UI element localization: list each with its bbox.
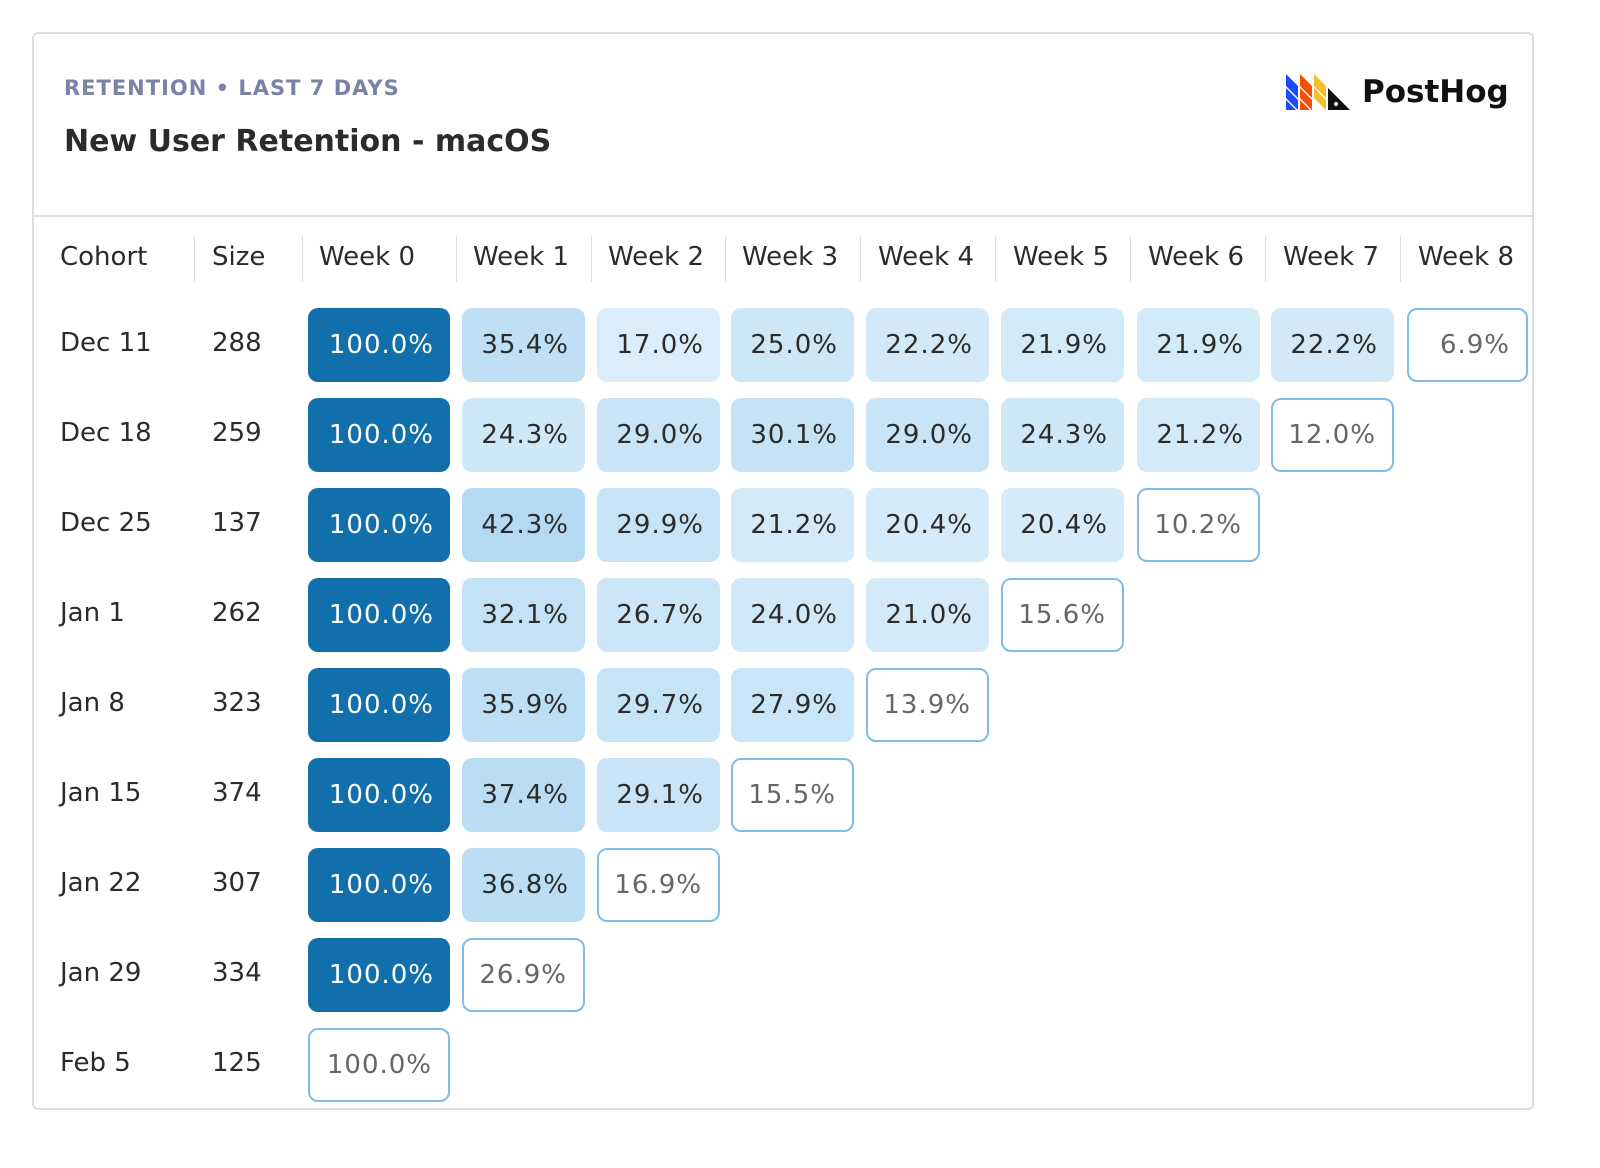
- retention-cell[interactable]: 6.9%: [1407, 308, 1528, 382]
- retention-cell[interactable]: 16.9%: [597, 848, 720, 922]
- column-separator: [1400, 236, 1401, 282]
- retention-cell[interactable]: 21.9%: [1137, 308, 1260, 382]
- cohort-size: 334: [212, 958, 262, 988]
- retention-cell[interactable]: 20.4%: [1001, 488, 1124, 562]
- column-separator: [302, 236, 303, 282]
- retention-cell[interactable]: 100.0%: [308, 848, 450, 922]
- cohort-label: Dec 11: [60, 328, 152, 358]
- cohort-size: 262: [212, 598, 262, 628]
- column-header-week-7: Week 7: [1283, 242, 1380, 272]
- retention-cell[interactable]: 36.8%: [462, 848, 585, 922]
- cohort-label: Jan 22: [60, 868, 142, 898]
- column-header-week-2: Week 2: [608, 242, 705, 272]
- retention-cell[interactable]: 22.2%: [866, 308, 989, 382]
- retention-cell[interactable]: 100.0%: [308, 398, 450, 472]
- retention-cell[interactable]: 32.1%: [462, 578, 585, 652]
- retention-cell[interactable]: 100.0%: [308, 1028, 450, 1102]
- retention-cell[interactable]: 100.0%: [308, 668, 450, 742]
- posthog-hedgehog-icon: [1286, 74, 1350, 110]
- retention-cell[interactable]: 24.3%: [462, 398, 585, 472]
- retention-cell[interactable]: 100.0%: [308, 758, 450, 832]
- retention-cell[interactable]: 15.6%: [1001, 578, 1124, 652]
- cohort-label: Jan 15: [60, 778, 142, 808]
- insight-title: New User Retention - macOS: [64, 124, 552, 159]
- column-separator: [194, 236, 195, 282]
- cohort-label: Dec 18: [60, 418, 152, 448]
- retention-cell[interactable]: 21.0%: [866, 578, 989, 652]
- retention-cell[interactable]: 21.9%: [1001, 308, 1124, 382]
- column-separator: [725, 236, 726, 282]
- retention-cell[interactable]: 100.0%: [308, 308, 450, 382]
- column-header-week-5: Week 5: [1013, 242, 1110, 272]
- column-header-week-8: Week 8: [1418, 242, 1515, 272]
- column-header-week-0: Week 0: [319, 242, 416, 272]
- retention-cell[interactable]: 24.3%: [1001, 398, 1124, 472]
- retention-cell[interactable]: 17.0%: [597, 308, 720, 382]
- cohort-size: 307: [212, 868, 262, 898]
- retention-cell[interactable]: 100.0%: [308, 488, 450, 562]
- cohort-label: Jan 8: [60, 688, 125, 718]
- retention-cell[interactable]: 13.9%: [866, 668, 989, 742]
- cohort-size: 323: [212, 688, 262, 718]
- retention-cell[interactable]: 29.1%: [597, 758, 720, 832]
- column-separator: [456, 236, 457, 282]
- cohort-size: 125: [212, 1048, 262, 1078]
- retention-cell[interactable]: 20.4%: [866, 488, 989, 562]
- column-header-size: Size: [212, 242, 266, 272]
- retention-cell[interactable]: 26.7%: [597, 578, 720, 652]
- retention-cell[interactable]: 100.0%: [308, 938, 450, 1012]
- column-header-cohort: Cohort: [60, 242, 148, 272]
- retention-cell[interactable]: 15.5%: [731, 758, 854, 832]
- logo-text: PostHog: [1362, 74, 1509, 110]
- retention-cell[interactable]: 42.3%: [462, 488, 585, 562]
- column-header-week-6: Week 6: [1148, 242, 1245, 272]
- cohort-size: 137: [212, 508, 262, 538]
- column-separator: [1130, 236, 1131, 282]
- retention-card: [32, 32, 1534, 1110]
- column-separator: [995, 236, 996, 282]
- retention-cell[interactable]: 22.2%: [1271, 308, 1394, 382]
- retention-cell[interactable]: 21.2%: [1137, 398, 1260, 472]
- cohort-label: Jan 29: [60, 958, 142, 988]
- cohort-size: 374: [212, 778, 262, 808]
- retention-cell[interactable]: 12.0%: [1271, 398, 1394, 472]
- retention-cell[interactable]: 35.9%: [462, 668, 585, 742]
- cohort-label: Feb 5: [60, 1048, 131, 1078]
- cohort-label: Jan 1: [60, 598, 125, 628]
- cohort-size: 288: [212, 328, 262, 358]
- header-divider: [34, 215, 1534, 217]
- retention-cell[interactable]: 30.1%: [731, 398, 854, 472]
- retention-cell[interactable]: 100.0%: [308, 578, 450, 652]
- retention-cell[interactable]: 24.0%: [731, 578, 854, 652]
- retention-cell[interactable]: 21.2%: [731, 488, 854, 562]
- retention-cell[interactable]: 29.0%: [597, 398, 720, 472]
- column-header-week-1: Week 1: [473, 242, 570, 272]
- column-header-week-4: Week 4: [878, 242, 975, 272]
- retention-cell[interactable]: 29.9%: [597, 488, 720, 562]
- posthog-logo: PostHog: [1286, 74, 1509, 110]
- column-header-week-3: Week 3: [742, 242, 839, 272]
- column-separator: [860, 236, 861, 282]
- retention-cell[interactable]: 29.7%: [597, 668, 720, 742]
- retention-cell[interactable]: 27.9%: [731, 668, 854, 742]
- retention-cell[interactable]: 35.4%: [462, 308, 585, 382]
- retention-cell[interactable]: 37.4%: [462, 758, 585, 832]
- retention-cell[interactable]: 26.9%: [462, 938, 585, 1012]
- column-separator: [591, 236, 592, 282]
- retention-cell[interactable]: 25.0%: [731, 308, 854, 382]
- insight-subtitle: RETENTION • LAST 7 DAYS: [64, 76, 400, 100]
- retention-cell[interactable]: 10.2%: [1137, 488, 1260, 562]
- cohort-size: 259: [212, 418, 262, 448]
- cohort-label: Dec 25: [60, 508, 152, 538]
- column-separator: [1265, 236, 1266, 282]
- retention-cell[interactable]: 29.0%: [866, 398, 989, 472]
